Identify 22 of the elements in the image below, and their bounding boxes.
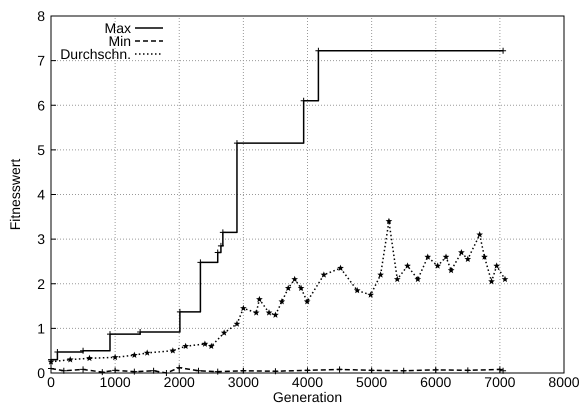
y-axis-title: Fitnesswert (7, 158, 23, 230)
y-tick-label: 1 (37, 320, 46, 336)
y-tick-label: 4 (37, 186, 46, 202)
x-tick-label: 7000 (484, 374, 516, 390)
y-tick-label: 5 (37, 142, 46, 158)
y-tick-label: 7 (37, 52, 46, 69)
x-tick-label: 6000 (420, 374, 452, 390)
x-tick-label: 0 (47, 374, 56, 390)
x-tick-label: 8000 (548, 374, 580, 390)
y-tick-label: 3 (37, 231, 46, 248)
x-tick-label: 1000 (100, 374, 131, 390)
x-tick-label: 4000 (292, 374, 324, 390)
y-tick-label: 6 (37, 97, 46, 114)
y-tick-label: 2 (37, 276, 46, 292)
legend-label: Max (104, 20, 131, 36)
legend-label: Min (108, 33, 131, 49)
legend-label: Durchschn. (60, 46, 131, 62)
x-tick-label: 2000 (164, 374, 196, 390)
x-tick-label: 3000 (228, 374, 260, 390)
x-axis-title: Generation (272, 389, 342, 405)
x-tick-label: 5000 (356, 374, 388, 390)
y-tick-label: 8 (37, 8, 46, 24)
